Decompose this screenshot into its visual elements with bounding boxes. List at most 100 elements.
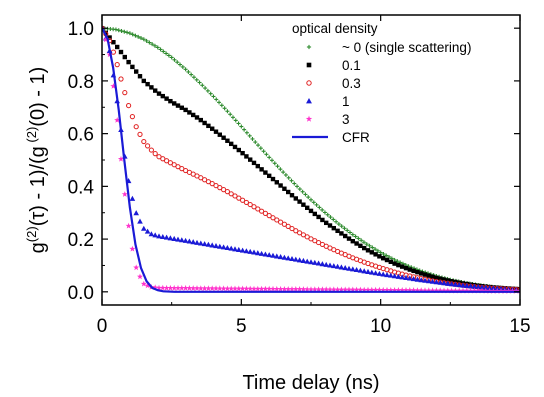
series-3-point-76 <box>388 272 394 278</box>
series-1-point-38 <box>244 154 249 159</box>
series-1-point-56 <box>312 211 317 217</box>
series-0-point-40 <box>211 94 216 99</box>
series-0-point-37 <box>203 86 208 91</box>
y-tick-label-0: 0.0 <box>68 283 94 304</box>
series-4-point-85 <box>421 287 429 294</box>
series-0-point-64 <box>278 167 283 172</box>
series-4-point-79 <box>399 287 406 293</box>
series-0-point-98 <box>373 247 378 252</box>
series-3-point-30 <box>213 243 219 249</box>
series-0-point-97 <box>370 245 375 250</box>
series-4-point-87 <box>429 287 436 294</box>
series-0-point-63 <box>275 164 280 169</box>
series-0-point-33 <box>191 75 196 80</box>
series-3-point-96 <box>464 282 470 288</box>
series-4-point-99 <box>475 287 482 294</box>
series-2-point-6 <box>122 90 128 96</box>
legend-swatch-2 <box>306 80 312 86</box>
series-3-point-16 <box>160 233 166 240</box>
series-3-point-75 <box>384 272 390 278</box>
series-2-point-44 <box>266 213 272 219</box>
series-1-point-49 <box>286 189 291 195</box>
series-4-point-60 <box>326 286 334 293</box>
series-0-point-84 <box>334 219 339 224</box>
series-3-point-101 <box>483 284 489 290</box>
series-1-point-9 <box>134 69 139 74</box>
series-3-point-61 <box>331 263 337 269</box>
series-0-point-5 <box>113 27 118 32</box>
series-4-point-81 <box>406 287 413 293</box>
series-1-point-91 <box>445 278 450 283</box>
series-4-point-72 <box>372 286 379 293</box>
legend-entry-4: 3 <box>305 112 350 127</box>
series-1-point-16 <box>160 93 165 99</box>
legend-label-1: 0.1 <box>342 58 361 73</box>
series-0-point-15 <box>141 37 146 42</box>
series-0-point-24 <box>166 53 171 58</box>
series-1-point-78 <box>396 262 401 268</box>
series-3-point-21 <box>179 237 185 243</box>
y-tick-label-3: 0.6 <box>68 125 94 146</box>
series-3-point-95 <box>460 282 466 288</box>
series-0-point-72 <box>300 189 305 194</box>
series-3-point-88 <box>433 279 440 285</box>
series-3-point-14 <box>152 232 158 238</box>
series-4-point-47 <box>277 285 284 292</box>
series-0-point-20 <box>155 45 160 50</box>
series-1-point-87 <box>430 274 435 279</box>
series-3-point-19 <box>171 235 177 241</box>
series-0-point-23 <box>164 51 169 56</box>
series-4-point-29 <box>209 285 216 291</box>
series-0-point-30 <box>183 67 188 72</box>
series-0-point-42 <box>217 100 222 105</box>
series-3-point-38 <box>243 248 250 254</box>
series-0-point-47 <box>230 115 235 120</box>
series-3-point-39 <box>247 248 253 254</box>
series-0-point-19 <box>152 43 157 48</box>
series-3-point-79 <box>399 274 405 280</box>
series-0-point-86 <box>339 224 344 229</box>
series-0-point-39 <box>208 91 213 96</box>
series-2-point-10 <box>137 131 143 137</box>
series-1-point-62 <box>335 228 340 234</box>
series-3-point-98 <box>471 283 478 289</box>
series-0-point-69 <box>292 181 297 186</box>
series-3-point-17 <box>163 234 170 240</box>
x-tick-label-2: 10 <box>370 316 391 337</box>
series-1-point-59 <box>324 220 329 226</box>
series-4-point-74 <box>380 286 387 293</box>
series-3-point-33 <box>224 244 231 251</box>
series-3-point-81 <box>407 275 413 281</box>
series-4-point-62 <box>334 286 341 293</box>
series-1-point-11 <box>141 78 146 84</box>
series-0-point-14 <box>139 36 144 41</box>
series-0-point-89 <box>348 230 353 235</box>
legend-entry-1: 0.1 <box>306 58 361 73</box>
series-1-point-21 <box>179 105 184 110</box>
series-1-point-63 <box>339 231 344 236</box>
series-4-point-23 <box>186 285 193 291</box>
series-0-point-44 <box>222 106 227 111</box>
series-2-point-12 <box>145 143 151 149</box>
series-4-point-4 <box>114 117 121 123</box>
series-2-point-7 <box>126 102 132 109</box>
series-1-point-18 <box>168 98 173 104</box>
series-2-point-35 <box>232 193 238 199</box>
series-1-point-50 <box>289 193 295 198</box>
series-2-point-52 <box>297 230 303 236</box>
series-4-point-36 <box>235 285 242 292</box>
series-4-point-12 <box>144 282 151 289</box>
series-1-point-53 <box>301 202 306 207</box>
legend-entry-5: CFR <box>292 130 370 145</box>
series-4-point-80 <box>402 287 410 293</box>
series-1-point-90 <box>441 277 447 282</box>
series-1-point-88 <box>434 275 439 281</box>
series-3-point-12 <box>144 228 151 234</box>
series-5 <box>102 27 520 293</box>
series-1-point-8 <box>130 64 135 70</box>
series-2-point-47 <box>278 219 284 225</box>
series-4-point-65 <box>345 286 353 293</box>
series-2-point-8 <box>129 114 135 120</box>
series-3-point-80 <box>403 274 409 280</box>
series-4-point-7 <box>125 222 132 229</box>
